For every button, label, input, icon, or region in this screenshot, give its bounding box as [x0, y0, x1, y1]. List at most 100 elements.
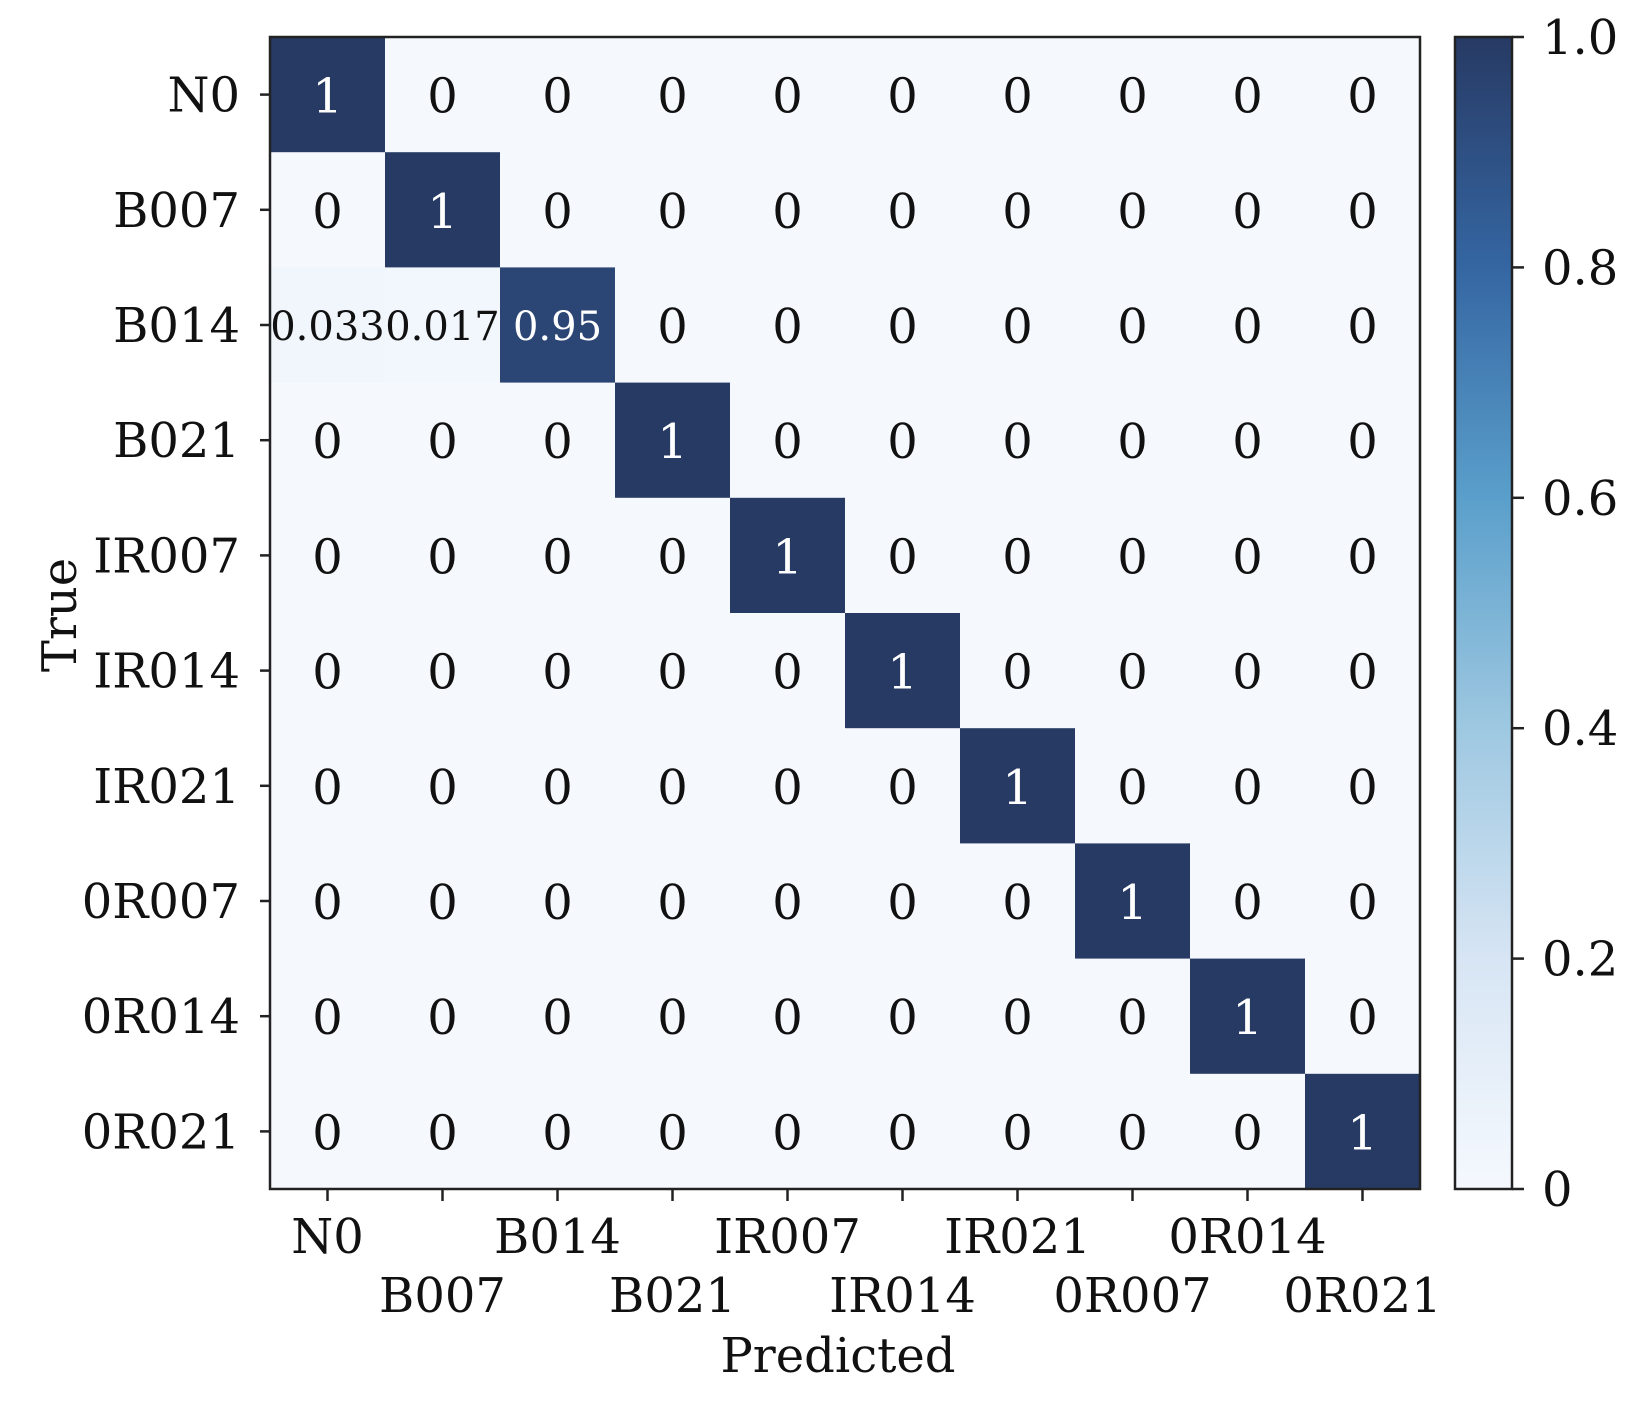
cell-value-label: 0 [772, 990, 803, 1046]
cell-value-label: 0 [887, 1105, 918, 1161]
heatmap-cell [385, 728, 501, 844]
heatmap-cell [615, 1073, 731, 1190]
cell-value-label: 0 [1117, 990, 1148, 1046]
cell-value-label: 1 [1002, 760, 1033, 816]
cell-value-label: 0 [772, 1105, 803, 1161]
heatmap-cell [385, 382, 501, 499]
heatmap-cell [845, 382, 961, 499]
heatmap-cell [730, 382, 846, 499]
cell-value-label: 0 [427, 69, 458, 125]
heatmap-cell [1305, 728, 1421, 844]
heatmap-cell [730, 1073, 846, 1190]
heatmap-cell [615, 497, 731, 614]
x-tick-label: B014 [494, 1209, 621, 1265]
cell-value-label: 0 [427, 990, 458, 1046]
cell-value-label: 0 [772, 69, 803, 125]
cell-value-label: 0 [542, 69, 573, 125]
cell-value-label: 1 [772, 529, 803, 585]
heatmap-cell [385, 37, 501, 153]
y-tick-label: 0R014 [82, 989, 240, 1045]
cell-value-label: 0 [542, 184, 573, 240]
heatmap-cell [270, 382, 386, 499]
cell-value-label: 0 [772, 414, 803, 470]
colorbar-tick-label: 0.2 [1542, 932, 1618, 988]
cell-value-label: 0 [1117, 184, 1148, 240]
heatmap-cell [500, 958, 616, 1075]
y-tick-label: N0 [167, 68, 240, 124]
heatmap-cell [730, 613, 846, 729]
heatmap-cell [615, 728, 731, 844]
cell-value-label: 0 [1232, 1105, 1263, 1161]
heatmap-cell [1305, 152, 1421, 268]
cell-value-label: 0 [427, 1105, 458, 1161]
heatmap-cell [385, 613, 501, 729]
cell-value-label: 1 [312, 69, 343, 125]
cell-value-label: 0 [887, 299, 918, 355]
cell-value-label: 0 [312, 1105, 343, 1161]
cell-value-label: 0 [312, 645, 343, 701]
cell-value-label: 0 [542, 760, 573, 816]
heatmap-cell [845, 613, 961, 729]
cell-value-label: 0 [312, 414, 343, 470]
x-tick-label: IR007 [714, 1209, 861, 1265]
heatmap-cell [960, 1073, 1076, 1190]
heatmap-cell [500, 152, 616, 268]
heatmap-cell [1305, 958, 1421, 1075]
heatmap-cell [500, 843, 616, 960]
heatmap-cell [385, 267, 501, 384]
heatmap-cell [615, 267, 731, 384]
cell-value-label: 0 [887, 414, 918, 470]
y-axis-label: True [32, 558, 88, 672]
cell-value-label: 0 [772, 299, 803, 355]
heatmap-cell [845, 843, 961, 960]
heatmap-cell [270, 843, 386, 960]
heatmap-cell [960, 37, 1076, 153]
heatmap-cell [845, 1073, 961, 1190]
heatmap-cell [730, 267, 846, 384]
x-tick-label: N0 [291, 1209, 364, 1265]
cell-value-label: 0 [1232, 184, 1263, 240]
cell-value-label: 1 [1232, 990, 1263, 1046]
heatmap-cell [1190, 613, 1306, 729]
heatmap-cell [270, 958, 386, 1075]
cell-value-label: 0 [1232, 69, 1263, 125]
cell-value-label: 0 [657, 645, 688, 701]
heatmap-cell [960, 843, 1076, 960]
heatmap-cell [1190, 267, 1306, 384]
cell-value-label: 0 [657, 299, 688, 355]
heatmap-cell [270, 152, 386, 268]
heatmap-cell [960, 267, 1076, 384]
y-tick-label: B021 [113, 413, 240, 469]
cell-value-label: 0 [1002, 645, 1033, 701]
heatmap-cell [730, 37, 846, 153]
heatmap-cell [960, 958, 1076, 1075]
heatmap-cell [270, 728, 386, 844]
cell-value-label: 0 [542, 645, 573, 701]
heatmap-cell [615, 37, 731, 153]
cell-value-label: 0 [1002, 1105, 1033, 1161]
cell-value-label: 0 [772, 645, 803, 701]
heatmap-cell [1305, 382, 1421, 499]
cell-value-label: 0 [887, 990, 918, 1046]
cell-value-label: 0 [1232, 875, 1263, 931]
cell-value-label: 0 [657, 990, 688, 1046]
cell-value-label: 0.95 [513, 304, 602, 350]
cell-value-label: 0 [1117, 414, 1148, 470]
colorbar-tick-label: 1.0 [1542, 10, 1618, 66]
cell-value-label: 0 [772, 184, 803, 240]
cell-value-label: 0 [312, 184, 343, 240]
y-tick-label: IR007 [93, 528, 240, 584]
heatmap-cell [1190, 958, 1306, 1075]
heatmap-cell [1075, 728, 1191, 844]
heatmap-cell [845, 37, 961, 153]
heatmap-cell [845, 958, 961, 1075]
heatmap-cell [1190, 37, 1306, 153]
colorbar-tick-label: 0.8 [1542, 240, 1618, 296]
cell-value-label: 0 [1002, 875, 1033, 931]
x-tick-label: 0R021 [1283, 1268, 1441, 1324]
cell-value-label: 0 [1232, 529, 1263, 585]
cell-value-label: 0 [1002, 414, 1033, 470]
cell-value-label: 0 [1117, 1105, 1148, 1161]
